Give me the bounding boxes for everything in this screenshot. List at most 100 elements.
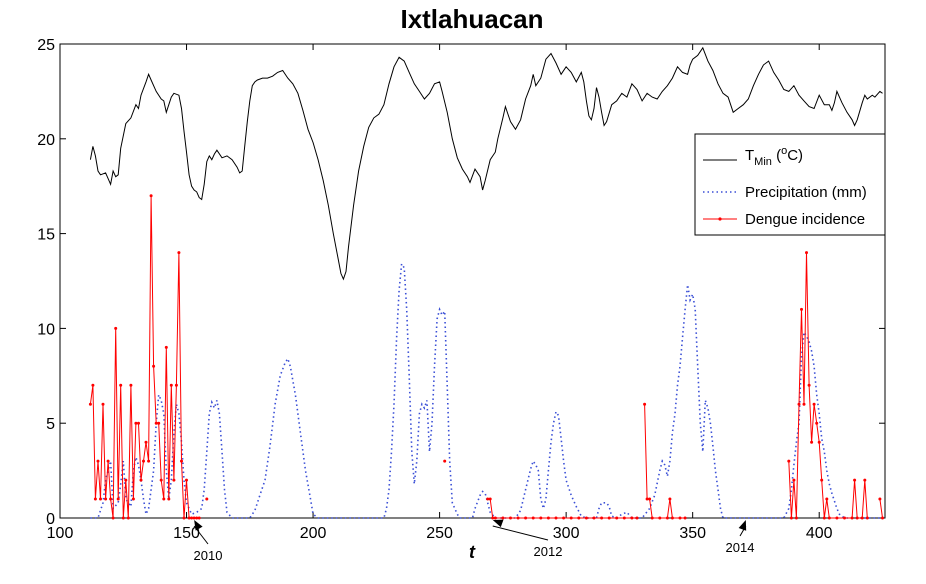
- dengue-point: [815, 421, 819, 425]
- dengue-point: [129, 383, 133, 387]
- dengue-point: [149, 194, 153, 198]
- x-tick-label: 100: [47, 525, 74, 542]
- legend-tmin-open: (: [772, 147, 781, 164]
- dengue-point: [600, 516, 604, 520]
- dengue-point: [850, 516, 854, 520]
- dengue-point: [157, 421, 161, 425]
- legend-tmin-sub: Min: [754, 156, 772, 168]
- dengue-point: [648, 497, 652, 501]
- dengue-point: [174, 383, 178, 387]
- dengue-point: [486, 497, 490, 501]
- dengue-point: [187, 516, 191, 520]
- dengue-point: [658, 516, 662, 520]
- dengue-point: [144, 440, 148, 444]
- dengue-point: [881, 516, 884, 520]
- dengue-point: [152, 364, 156, 368]
- dengue-point: [131, 497, 135, 501]
- dengue-point: [531, 516, 535, 520]
- dengue-point: [554, 516, 558, 520]
- dengue-point: [789, 516, 793, 520]
- dengue-point: [843, 516, 846, 520]
- y-tick-label: 5: [46, 416, 55, 433]
- dengue-point: [169, 383, 173, 387]
- dengue-point: [154, 421, 158, 425]
- dengue-point: [488, 497, 492, 501]
- dengue-point: [111, 516, 115, 520]
- chart-title: Ixtlahuacan: [400, 4, 543, 34]
- x-tick-label: 300: [553, 525, 580, 542]
- legend-label-dengue: Dengue incidence: [745, 211, 865, 228]
- dengue-point: [622, 516, 626, 520]
- dengue-point: [539, 516, 543, 520]
- dengue-point: [114, 326, 118, 330]
- dengue-point: [91, 383, 95, 387]
- dengue-point: [562, 516, 566, 520]
- dengue-point: [109, 497, 113, 501]
- dengue-point: [121, 516, 125, 520]
- dengue-point: [863, 478, 867, 482]
- annotation-label: 2012: [534, 544, 563, 559]
- y-tick-label: 20: [37, 132, 55, 149]
- dengue-point: [177, 251, 181, 255]
- dengue-point: [167, 497, 171, 501]
- legend-label-precipitation: Precipitation (mm): [745, 184, 867, 201]
- dengue-point: [124, 478, 128, 482]
- annotation-arrowhead: [738, 520, 747, 531]
- dengue-point: [137, 421, 140, 425]
- dengue-point: [650, 516, 654, 520]
- x-axis-label: t: [469, 542, 476, 562]
- dengue-point: [119, 383, 123, 387]
- legend-tmin-close: C): [787, 147, 803, 164]
- dengue-point: [516, 516, 520, 520]
- legend-box: [694, 133, 886, 236]
- dengue-point: [569, 516, 573, 520]
- x-tick-label: 200: [300, 525, 327, 542]
- annotation-label: 2010: [194, 548, 223, 563]
- dengue-point: [835, 516, 839, 520]
- dengue-point: [860, 516, 864, 520]
- dengue-point: [147, 459, 151, 463]
- dengue-point: [190, 516, 194, 520]
- dengue-point: [865, 516, 869, 520]
- dengue-point: [878, 497, 882, 501]
- legend: TMin (oC) Precipitation (mm) Dengue inci…: [694, 133, 886, 236]
- dengue-point: [205, 497, 209, 501]
- dengue-point: [668, 497, 672, 501]
- dengue-point: [159, 478, 163, 482]
- x-tick-label: 350: [679, 525, 706, 542]
- legend-label-tmin: TMin (oC): [745, 145, 803, 168]
- y-tick-label: 0: [46, 511, 55, 528]
- dengue-point: [185, 478, 188, 482]
- dengue-point: [820, 478, 824, 482]
- dengue-point: [101, 402, 105, 406]
- dengue-point: [577, 516, 581, 520]
- dengue-point: [172, 478, 176, 482]
- dengue-point: [855, 516, 859, 520]
- dengue-point: [822, 516, 826, 520]
- x-tick-label: 400: [806, 525, 833, 542]
- dengue-point: [635, 516, 639, 520]
- dengue-point: [493, 516, 497, 520]
- dengue-point: [817, 440, 821, 444]
- dengue-point: [800, 307, 803, 311]
- series-line-dengue: [89, 195, 200, 519]
- dengue-point: [180, 459, 183, 463]
- dengue-point: [670, 516, 674, 520]
- x-tick-label: 150: [173, 525, 200, 542]
- dengue-point: [807, 383, 811, 387]
- dengue-point: [546, 516, 550, 520]
- dengue-point: [615, 516, 619, 520]
- annotation-arrowhead: [194, 520, 203, 531]
- dengue-point: [139, 478, 143, 482]
- dengue-point: [491, 516, 495, 520]
- x-tick-label: 250: [426, 525, 453, 542]
- dengue-point: [116, 497, 120, 501]
- plot-area: [59, 43, 886, 519]
- annotation-arrow: [492, 525, 549, 541]
- dengue-point: [607, 516, 611, 520]
- dengue-point: [524, 516, 528, 520]
- y-tick-label: 25: [37, 37, 55, 54]
- dengue-point: [126, 516, 130, 520]
- dengue-point: [99, 497, 102, 501]
